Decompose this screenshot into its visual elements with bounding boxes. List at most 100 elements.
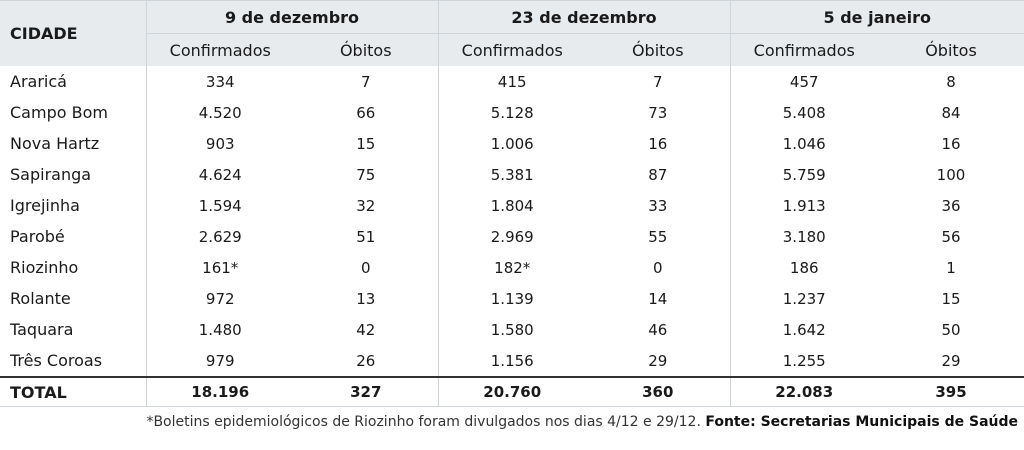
confirmed-cell: 979 xyxy=(145,345,294,377)
table-row: Sapiranga 4.624 75 5.381 87 5.759 100 xyxy=(0,159,1024,190)
header-deaths-3: Óbitos xyxy=(878,33,1024,66)
confirmed-cell: 20.760 xyxy=(437,376,586,407)
confirmed-cell: 18.196 xyxy=(145,376,294,407)
footnote-source: Fonte: Secretarias Municipais de Saúde xyxy=(705,414,1018,430)
confirmed-cell: 1.480 xyxy=(145,314,294,345)
deaths-cell: 14 xyxy=(648,289,668,308)
deaths-cell: 51 xyxy=(356,227,376,246)
deaths-cell: 26 xyxy=(356,351,376,370)
table-row: Parobé 2.629 51 2.969 55 3.180 56 xyxy=(0,221,1024,252)
confirmed-cell: 1.046 xyxy=(729,128,878,159)
confirmed-cell: 2.969 xyxy=(437,221,586,252)
confirmed-cell: 4.624 xyxy=(145,159,294,190)
deaths-cell: 36 xyxy=(941,196,961,215)
city-name: Riozinho xyxy=(10,258,79,277)
city-name: Rolante xyxy=(10,289,71,308)
deaths-cell: 42 xyxy=(356,320,376,339)
city-name: Sapiranga xyxy=(10,165,92,184)
deaths-cell: 8 xyxy=(946,72,956,91)
confirmed-cell: 5.128 xyxy=(437,97,586,128)
header-period-1: 9 de dezembro xyxy=(145,0,438,34)
deaths-cell: 29 xyxy=(648,351,668,370)
confirmed-cell: 5.381 xyxy=(437,159,586,190)
deaths-cell: 66 xyxy=(356,103,376,122)
footnote: *Boletins epidemiológicos de Riozinho fo… xyxy=(146,414,1018,430)
confirmed-cell: 1.006 xyxy=(437,128,586,159)
confirmed-cell: 22.083 xyxy=(729,376,878,407)
table-header: CIDADE 9 de dezembro 23 de dezembro 5 de… xyxy=(0,0,1024,66)
confirmed-cell: 334 xyxy=(145,66,294,97)
city-name: Campo Bom xyxy=(10,103,108,122)
total-label: TOTAL xyxy=(0,376,146,407)
confirmed-cell: 972 xyxy=(145,283,294,314)
table-row: Riozinho 161* 0 182* 0 186 1 xyxy=(0,252,1024,283)
confirmed-cell: 5.408 xyxy=(729,97,878,128)
data-table-container: CIDADE 9 de dezembro 23 de dezembro 5 de… xyxy=(0,0,1024,407)
confirmed-cell: 1.139 xyxy=(437,283,586,314)
footnote-note: *Boletins epidemiológicos de Riozinho fo… xyxy=(146,414,706,430)
confirmed-cell: 1.804 xyxy=(437,190,586,221)
deaths-cell: 32 xyxy=(356,196,376,215)
confirmed-cell: 1.913 xyxy=(729,190,878,221)
city-name: Nova Hartz xyxy=(10,134,100,153)
deaths-cell: 16 xyxy=(648,134,668,153)
confirmed-cell: 1.255 xyxy=(729,345,878,377)
deaths-cell: 0 xyxy=(652,258,663,277)
city-name: Três Coroas xyxy=(10,351,103,370)
confirmed-cell: 5.759 xyxy=(729,159,878,190)
deaths-cell: 33 xyxy=(648,196,668,215)
deaths-cell: 84 xyxy=(941,103,961,122)
confirmed-cell: 2.629 xyxy=(145,221,294,252)
deaths-cell: 0 xyxy=(360,258,371,277)
deaths-cell: 15 xyxy=(941,289,961,308)
table-row: Taquara 1.480 42 1.580 46 1.642 50 xyxy=(0,314,1024,345)
city-name: Igrejinha xyxy=(10,196,80,215)
deaths-cell: 7 xyxy=(360,72,371,91)
table-row: Igrejinha 1.594 32 1.804 33 1.913 36 xyxy=(0,190,1024,221)
deaths-cell: 16 xyxy=(941,134,961,153)
confirmed-cell: 1.642 xyxy=(729,314,878,345)
confirmed-cell: 1.580 xyxy=(437,314,586,345)
header-deaths-2: Óbitos xyxy=(586,33,730,66)
deaths-cell: 87 xyxy=(648,165,668,184)
deaths-cell: 1 xyxy=(946,258,956,277)
table-row: Três Coroas 979 26 1.156 29 1.255 29 xyxy=(0,345,1024,377)
header-confirmed-2: Confirmados xyxy=(437,33,586,66)
covid-table: CIDADE 9 de dezembro 23 de dezembro 5 de… xyxy=(0,0,1024,407)
confirmed-cell: 161* xyxy=(145,252,294,283)
table-row: Rolante 972 13 1.139 14 1.237 15 xyxy=(0,283,1024,314)
confirmed-cell: 186 xyxy=(729,252,878,283)
confirmed-cell: 1.156 xyxy=(437,345,586,377)
city-name: Araricá xyxy=(10,72,67,91)
deaths-cell: 13 xyxy=(356,289,376,308)
table-body: Araricá 334 7 415 7 457 8 Campo Bom 4.520 66 5.128… xyxy=(0,66,1024,407)
table-row: Campo Bom 4.520 66 5.128 73 5.408 84 xyxy=(0,97,1024,128)
deaths-cell: 73 xyxy=(648,103,668,122)
city-name: Parobé xyxy=(10,227,65,246)
header-period-3: 5 de janeiro xyxy=(729,0,1024,34)
deaths-cell: 50 xyxy=(941,320,961,339)
header-confirmed-3: Confirmados xyxy=(729,33,878,66)
confirmed-cell: 1.594 xyxy=(145,190,294,221)
confirmed-cell: 457 xyxy=(729,66,878,97)
confirmed-cell: 903 xyxy=(145,128,294,159)
header-city: CIDADE xyxy=(0,0,146,66)
confirmed-cell: 4.520 xyxy=(145,97,294,128)
deaths-cell: 327 xyxy=(294,376,438,407)
deaths-cell: 15 xyxy=(356,134,376,153)
table-row: Araricá 334 7 415 7 457 8 xyxy=(0,66,1024,97)
confirmed-cell: 182* xyxy=(437,252,586,283)
deaths-cell: 7 xyxy=(652,72,663,91)
header-period-2: 23 de dezembro xyxy=(437,0,730,34)
deaths-cell: 56 xyxy=(941,227,961,246)
header-deaths-1: Óbitos xyxy=(294,33,438,66)
confirmed-cell: 1.237 xyxy=(729,283,878,314)
total-row: TOTAL 18.196 327 20.760 360 22.083 395 xyxy=(0,376,1024,407)
deaths-cell: 46 xyxy=(648,320,668,339)
city-name: Taquara xyxy=(10,320,74,339)
deaths-cell: 100 xyxy=(936,165,966,184)
header-confirmed-1: Confirmados xyxy=(145,33,294,66)
deaths-cell: 360 xyxy=(586,376,730,407)
deaths-cell: 55 xyxy=(648,227,668,246)
deaths-cell: 29 xyxy=(941,351,961,370)
